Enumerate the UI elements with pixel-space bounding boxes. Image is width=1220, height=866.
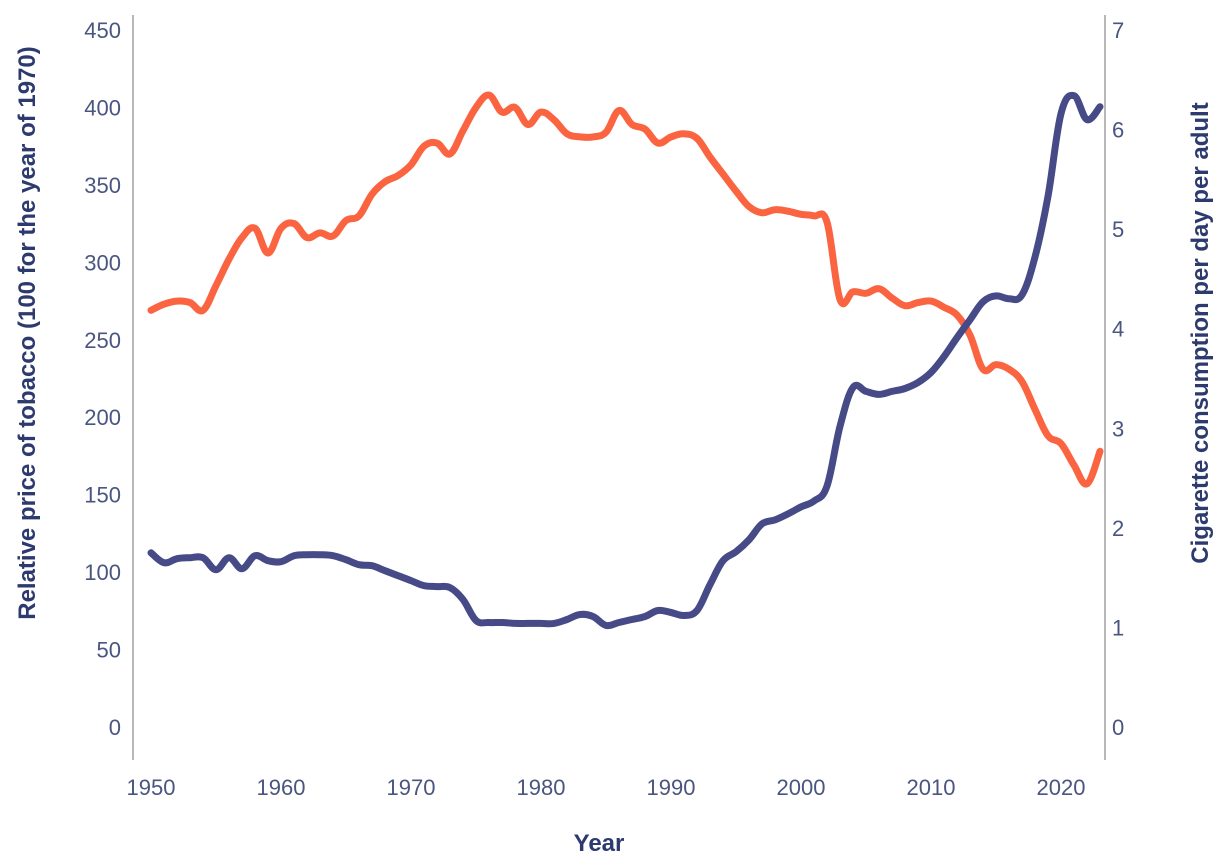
right-y-tick-label: 2	[1112, 516, 1124, 541]
left-y-tick-label: 0	[109, 715, 121, 740]
right-y-tick-label: 4	[1112, 317, 1124, 342]
right-y-tick-label: 6	[1112, 118, 1124, 143]
series-line-price	[147, 91, 1104, 488]
left-y-axis-ticks: 0 50 100 150 200 250 300 350 400 450	[84, 18, 121, 740]
left-y-tick-label: 300	[84, 250, 121, 275]
x-tick-label: 1970	[387, 775, 436, 800]
right-y-tick-label: 3	[1112, 416, 1124, 441]
right-y-tick-label: 7	[1112, 18, 1124, 43]
chart-axes	[132, 15, 1106, 760]
left-y-tick-label: 50	[97, 638, 121, 663]
right-y-tick-label: 1	[1112, 615, 1124, 640]
left-y-tick-label: 150	[84, 483, 121, 508]
x-tick-label: 1950	[127, 775, 176, 800]
left-y-tick-label: 250	[84, 328, 121, 353]
series-layer	[147, 91, 1104, 630]
series-line-consumption	[147, 91, 1104, 630]
left-y-tick-label: 200	[84, 405, 121, 430]
x-tick-label: 1980	[517, 775, 566, 800]
x-axis-ticks: 1950 1960 1970 1980 1990 2000 2010 2020	[127, 775, 1086, 800]
right-y-tick-label: 5	[1112, 217, 1124, 242]
x-tick-label: 1960	[257, 775, 306, 800]
x-tick-label: 2000	[777, 775, 826, 800]
x-tick-label: 2010	[907, 775, 956, 800]
x-tick-label: 2020	[1037, 775, 1086, 800]
x-tick-label: 1990	[647, 775, 696, 800]
left-y-tick-label: 100	[84, 560, 121, 585]
right-y-tick-label: 0	[1112, 715, 1124, 740]
left-y-axis-title: Relative price of tobacco (100 for the y…	[14, 46, 41, 620]
x-axis-title: Year	[574, 830, 625, 857]
left-y-tick-label: 400	[84, 95, 121, 120]
left-y-tick-label: 450	[84, 18, 121, 43]
left-y-tick-label: 350	[84, 173, 121, 198]
right-y-axis-title: Cigarette consumption per day per adult	[1187, 102, 1214, 563]
right-y-axis-ticks: 0 1 2 3 4 5 6 7	[1112, 18, 1124, 740]
